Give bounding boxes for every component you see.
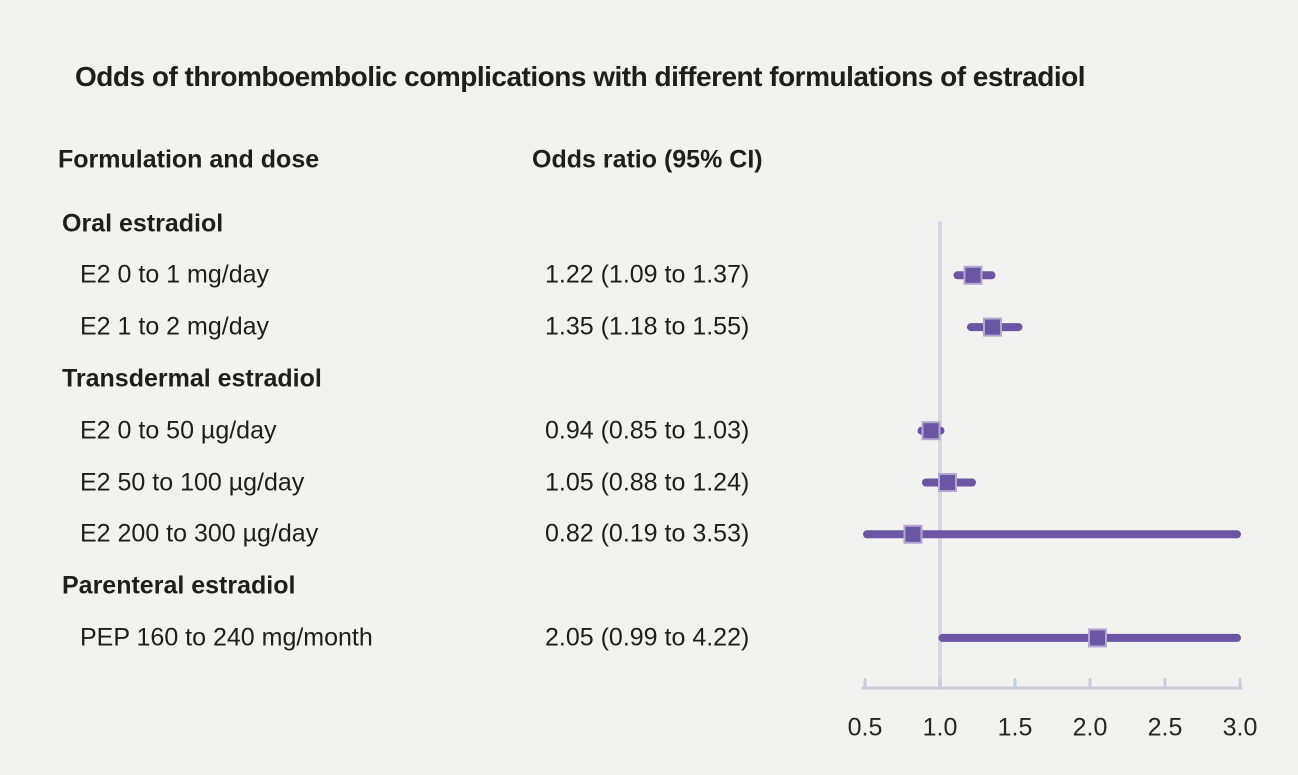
row-odds-ratio-value: 2.05 (0.99 to 4.22) xyxy=(545,623,750,652)
ci-line xyxy=(863,530,1241,539)
x-axis-tick-label: 1.0 xyxy=(922,713,958,742)
figure-title: Odds of thromboembolic complications wit… xyxy=(75,61,1086,92)
row-odds-ratio-value: 1.22 (1.09 to 1.37) xyxy=(545,260,750,289)
row-label: E2 0 to 50 µg/day xyxy=(80,416,277,445)
column-header-odds-ratio: Odds ratio (95% CI) xyxy=(532,145,763,174)
point-estimate-square xyxy=(1088,628,1107,648)
row-label: E2 50 to 100 µg/day xyxy=(80,468,305,496)
row-odds-ratio-value: 0.82 (0.19 to 3.53) xyxy=(545,519,750,548)
column-header-formulation: Formulation and dose xyxy=(58,145,320,174)
point-estimate-square xyxy=(963,265,983,285)
point-estimate-square xyxy=(938,473,957,492)
section-label: Oral estradiol xyxy=(62,209,224,237)
x-axis-tick-label: 3.0 xyxy=(1222,713,1258,742)
x-axis-tick-label: 2.0 xyxy=(1072,713,1108,742)
point-estimate-square xyxy=(903,524,923,544)
row-label: E2 1 to 2 mg/day xyxy=(80,312,270,341)
section-label: Transdermal estradiol xyxy=(62,364,322,393)
row-label: E2 200 to 300 µg/day xyxy=(80,519,319,548)
row-label: PEP 160 to 240 mg/month xyxy=(80,623,373,652)
row-odds-ratio-value: 1.35 (1.18 to 1.55) xyxy=(545,312,750,341)
x-axis-tick-label: 0.5 xyxy=(847,713,883,742)
x-axis-tick-label: 1.5 xyxy=(997,713,1033,742)
row-odds-ratio-value: 1.05 (0.88 to 1.24) xyxy=(545,468,750,496)
row-label: E2 0 to 1 mg/day xyxy=(80,260,270,289)
section-label: Parenteral estradiol xyxy=(62,571,296,600)
row-odds-ratio-value: 0.94 (0.85 to 1.03) xyxy=(545,416,750,445)
point-estimate-square xyxy=(983,317,1002,337)
point-estimate-square xyxy=(921,421,941,441)
x-axis-tick-label: 2.5 xyxy=(1147,713,1183,742)
